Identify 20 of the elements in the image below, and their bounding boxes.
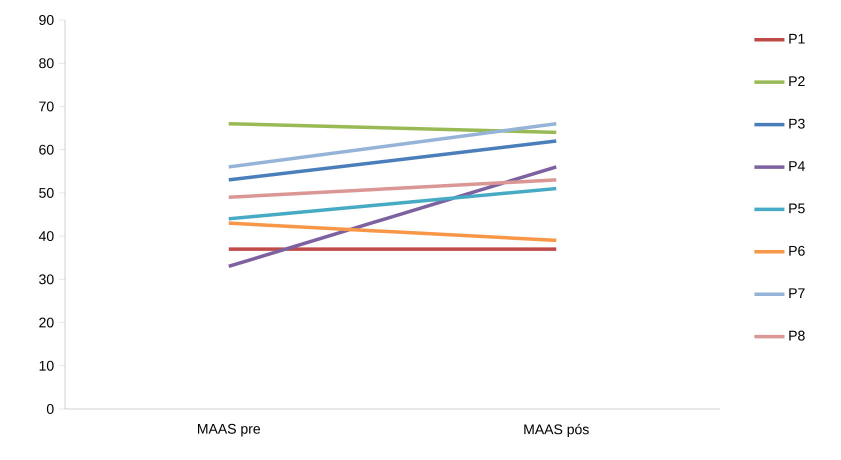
legend-label: P7	[789, 288, 805, 298]
x-tick-label: MAAS pre	[198, 424, 260, 437]
y-tick-label: 30	[39, 274, 54, 284]
y-tick-label: 0	[46, 404, 54, 414]
y-tick-label: 10	[40, 360, 54, 371]
legend-label: P6	[789, 246, 805, 256]
y-tick-label: 80	[39, 58, 54, 68]
y-tick-label: 90	[39, 15, 54, 25]
y-tick-label: 60	[39, 144, 54, 155]
y-tick-label: 40	[38, 231, 54, 242]
legend-label: P5	[789, 204, 805, 214]
y-tick-label: 50	[39, 188, 54, 198]
legend-label: P8	[789, 330, 805, 341]
legend-label: P4	[789, 161, 805, 171]
legend-label: P3	[789, 118, 805, 129]
legend-label: P2	[789, 76, 805, 86]
y-tick-label: 70	[39, 101, 54, 112]
x-tick-label: MAAS pós	[524, 424, 589, 438]
y-tick-label: 20	[39, 318, 54, 328]
legend-label: P1	[789, 34, 805, 44]
